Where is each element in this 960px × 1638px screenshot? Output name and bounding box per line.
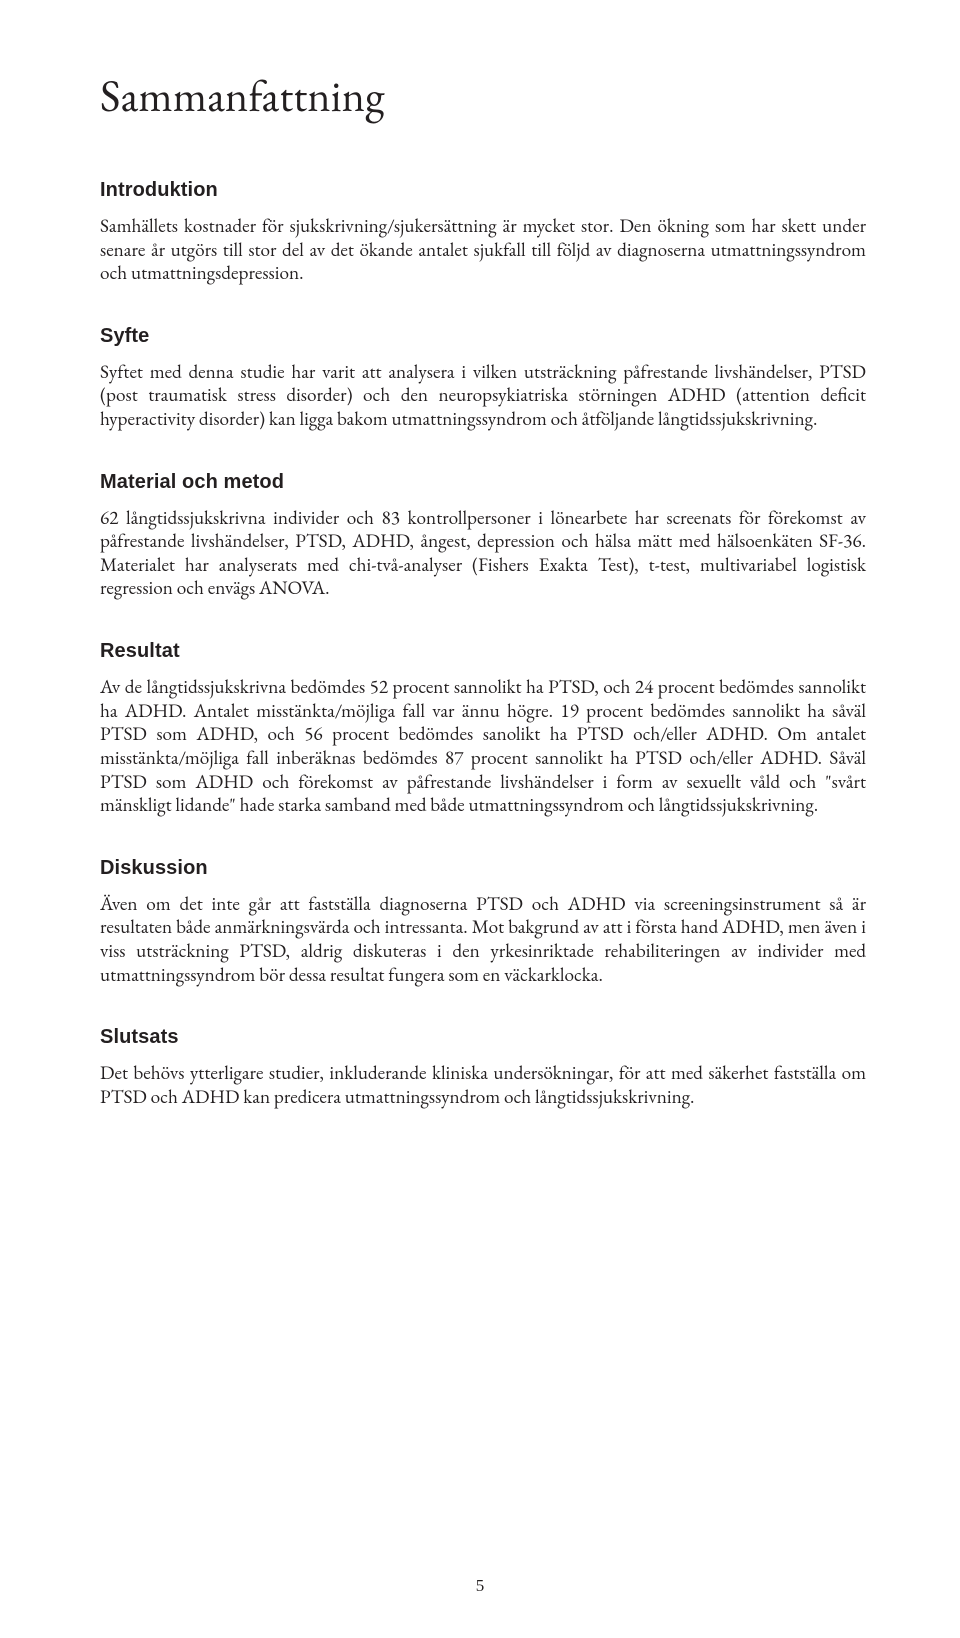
page-title: Sammanfattning — [100, 68, 866, 125]
heading-slutsats: Slutsats — [100, 1026, 866, 1049]
heading-resultat: Resultat — [100, 640, 866, 663]
body-syfte: Syftet med denna studie har varit att an… — [100, 360, 866, 431]
document-page: Sammanfattning Introduktion Samhällets k… — [0, 0, 960, 1638]
body-introduktion: Samhällets kostnader för sjukskrivning/s… — [100, 214, 866, 285]
body-material: 62 långtidssjukskrivna individer och 83 … — [100, 506, 866, 600]
body-slutsats: Det behövs ytterligare studier, inkluder… — [100, 1061, 866, 1108]
body-diskussion: Även om det inte går att fastställa diag… — [100, 892, 866, 986]
heading-diskussion: Diskussion — [100, 857, 866, 880]
heading-syfte: Syfte — [100, 325, 866, 348]
body-resultat: Av de långtidssjukskrivna bedömdes 52 pr… — [100, 675, 866, 817]
heading-introduktion: Introduktion — [100, 179, 866, 202]
page-number: 5 — [0, 1576, 960, 1596]
heading-material: Material och metod — [100, 471, 866, 494]
